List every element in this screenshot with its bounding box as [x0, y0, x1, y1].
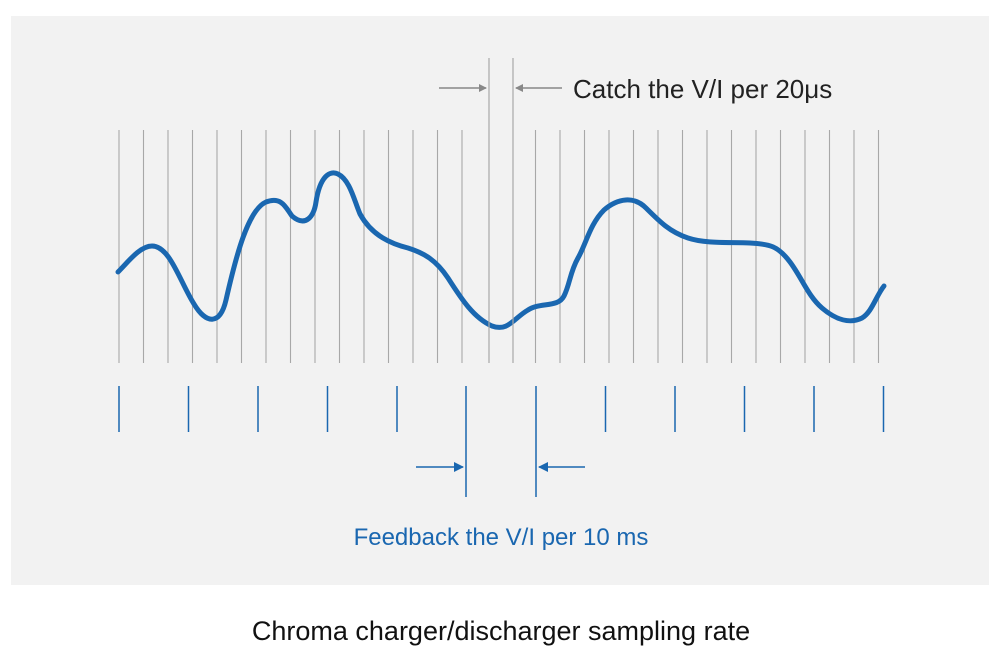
feedback-interval-label: Feedback the V/I per 10 ms — [354, 524, 649, 551]
feedback-sample-lines — [118, 386, 885, 432]
voltage-current-waveform — [115, 170, 887, 330]
diagram-panel — [11, 16, 989, 585]
diagram-caption: Chroma charger/discharger sampling rate — [252, 616, 750, 646]
catch-interval-label: Catch the V/I per 20μs — [573, 74, 832, 104]
